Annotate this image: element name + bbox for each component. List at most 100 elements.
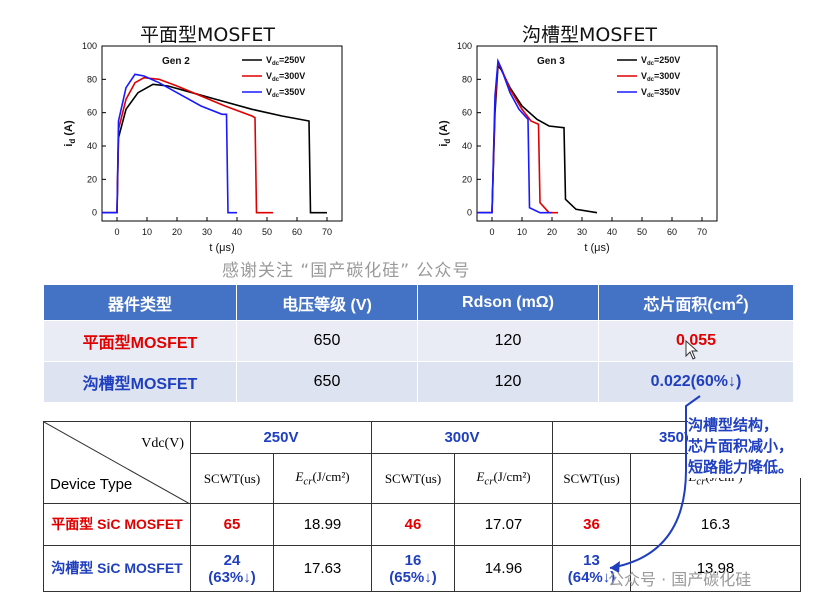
- plot-frame: [476, 45, 718, 222]
- scwt-subheader: SCWT(us): [190, 453, 274, 504]
- series-line: [477, 60, 558, 214]
- diagonal-line: [44, 422, 190, 504]
- corner-vdc-label: Vdc(V): [141, 436, 184, 451]
- generation-label: Gen 3: [537, 56, 565, 67]
- corner-device-label: Device Type: [50, 476, 133, 493]
- ecr-subheader: Ecr(J/cm²): [454, 453, 553, 504]
- y-tick-label: 100: [82, 41, 97, 51]
- x-tick-label: 20: [547, 227, 557, 237]
- legend-label: Vdc=350V: [641, 87, 680, 99]
- scwt-cell: 65: [190, 503, 274, 546]
- x-tick-label: 0: [489, 227, 494, 237]
- scwt-cell: 16 (65%↓): [371, 545, 455, 592]
- table-row: 沟槽型MOSFET 650 120 0.022(60%↓): [43, 361, 794, 403]
- plot-frame: [101, 45, 343, 222]
- rdson-cell: 120: [417, 361, 599, 403]
- generation-label: Gen 2: [162, 56, 190, 67]
- y-tick-label: 40: [87, 141, 97, 151]
- y-tick-label: 60: [87, 108, 97, 118]
- ecr-cell: 18.99: [273, 503, 372, 546]
- legend-label: Vdc=300V: [641, 71, 680, 83]
- area-cell: 0.022(60%↓): [598, 361, 794, 403]
- callout-line: 短路能力降低。: [688, 459, 794, 476]
- x-tick-label: 20: [172, 227, 182, 237]
- header-rdson: Rdson (mΩ): [417, 284, 599, 321]
- ecr-cell: 14.96: [454, 545, 553, 592]
- x-tick-label: 70: [322, 227, 332, 237]
- y-tick-label: 0: [467, 208, 472, 218]
- x-tick-label: 60: [667, 227, 677, 237]
- scwt-reduction: (65%↓): [389, 568, 437, 586]
- x-tick-label: 30: [202, 227, 212, 237]
- device-type-cell: 平面型MOSFET: [43, 320, 237, 362]
- scwt-value: 13: [583, 551, 600, 569]
- device-cell: 沟槽型 SiC MOSFET: [43, 545, 191, 592]
- x-tick-label: 40: [232, 227, 242, 237]
- legend-label: Vdc=250V: [641, 55, 680, 67]
- y-tick-label: 0: [92, 208, 97, 218]
- watermark: 感谢关注 “国产碳化硅” 公众号: [222, 261, 471, 281]
- trench-mosfet-chart: 0 10 20 30 40 50 60 70 0 20 40 60 80 100 t (μs) id (A) G…: [438, 41, 718, 254]
- y-tick-label: 60: [462, 108, 472, 118]
- header-voltage: 电压等级 (V): [236, 284, 418, 321]
- ecr-subheader: Ecr(J/cm²): [273, 453, 372, 504]
- voltage-cell: 650: [236, 361, 418, 403]
- voltage-header: 250V: [190, 421, 372, 454]
- y-tick-label: 20: [462, 174, 472, 184]
- x-tick-label: 0: [114, 227, 119, 237]
- series-line: [102, 73, 237, 214]
- y-tick-label: 40: [462, 141, 472, 151]
- scwt-cell: 24 (63%↓): [190, 545, 274, 592]
- header-area: 芯片面积(cm2): [598, 284, 794, 321]
- ecr-subscript: cr: [484, 475, 494, 488]
- callout-note: 沟槽型结构， 芯片面积减小， 短路能力降低。: [688, 415, 818, 478]
- left-chart-title: 平面型MOSFET: [140, 24, 275, 46]
- device-type-cell: 沟槽型MOSFET: [43, 361, 237, 403]
- scwt-cell: 46: [371, 503, 455, 546]
- ecr-cell: 17.63: [273, 545, 372, 592]
- x-tick-label: 40: [607, 227, 617, 237]
- x-tick-label: 10: [517, 227, 527, 237]
- scwt-reduction: (63%↓): [208, 568, 256, 586]
- ecr-subscript: cr: [303, 475, 313, 488]
- x-axis-label: t (μs): [209, 242, 234, 254]
- ecr-unit: (J/cm²): [493, 469, 531, 485]
- x-tick-label: 50: [637, 227, 647, 237]
- y-tick-label: 80: [462, 74, 472, 84]
- scwt-subheader: SCWT(us): [371, 453, 455, 504]
- x-tick-label: 10: [142, 227, 152, 237]
- table-row: 平面型 SiC MOSFET 65 18.99 46 17.07 36 16.3: [43, 503, 801, 546]
- series-line: [102, 83, 327, 214]
- scwt-reduction: (64%↓): [567, 568, 616, 586]
- y-axis-label: id (A): [438, 120, 452, 147]
- bottom-watermark: 公众号 · 国产碳化硅: [608, 570, 752, 589]
- scwt-value: 16: [404, 551, 422, 569]
- ecr-symbol: E: [476, 469, 485, 485]
- device-cell: 平面型 SiC MOSFET: [43, 503, 191, 546]
- scwt-cell: 36: [552, 503, 631, 546]
- spec-header-row: 器件类型 电压等级 (V) Rdson (mΩ) 芯片面积(cm2): [43, 284, 794, 321]
- legend-label: Vdc=250V: [266, 55, 305, 67]
- x-axis-label: t (μs): [584, 242, 609, 254]
- y-tick-label: 20: [87, 174, 97, 184]
- planar-mosfet-chart: 0 10 20 30 40 50 60 70 0 20 40 60 80 100 t (μs) id (A) G…: [63, 41, 343, 254]
- ecr-cell: 16.3: [630, 503, 801, 546]
- ecr-symbol: E: [295, 469, 304, 485]
- y-tick-label: 80: [87, 74, 97, 84]
- series-line: [102, 76, 273, 214]
- x-tick-label: 30: [577, 227, 587, 237]
- callout-line: 沟槽型结构，: [688, 417, 779, 434]
- header-device-type: 器件类型: [43, 284, 237, 321]
- mouse-cursor-icon: [685, 340, 699, 360]
- right-chart-title: 沟槽型MOSFET: [522, 24, 657, 46]
- series-line: [477, 57, 552, 214]
- x-tick-label: 50: [262, 227, 272, 237]
- table-row: 平面型MOSFET 650 120 0.055: [43, 320, 794, 362]
- x-tick-label: 60: [292, 227, 302, 237]
- area-cell: 0.055: [598, 320, 794, 362]
- y-tick-label: 100: [457, 41, 472, 51]
- y-axis-label: id (A): [63, 120, 77, 147]
- spec-table: 器件类型 电压等级 (V) Rdson (mΩ) 芯片面积(cm2) 平面型MO…: [43, 284, 794, 403]
- voltage-header: 300V: [371, 421, 553, 454]
- ecr-cell: 17.07: [454, 503, 553, 546]
